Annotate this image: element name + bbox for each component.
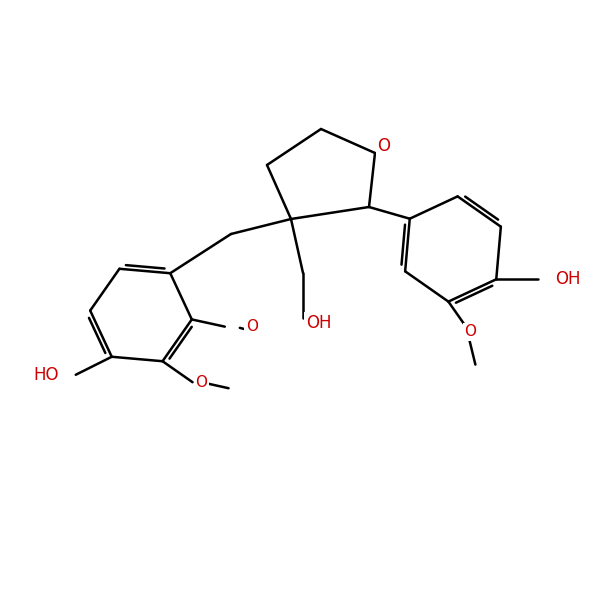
Text: O: O (246, 319, 258, 334)
Text: OH: OH (306, 314, 331, 332)
Text: OH: OH (555, 270, 581, 288)
Text: O: O (377, 137, 391, 155)
Text: HO: HO (34, 366, 59, 384)
Text: O: O (464, 324, 476, 339)
Text: O: O (196, 375, 208, 390)
